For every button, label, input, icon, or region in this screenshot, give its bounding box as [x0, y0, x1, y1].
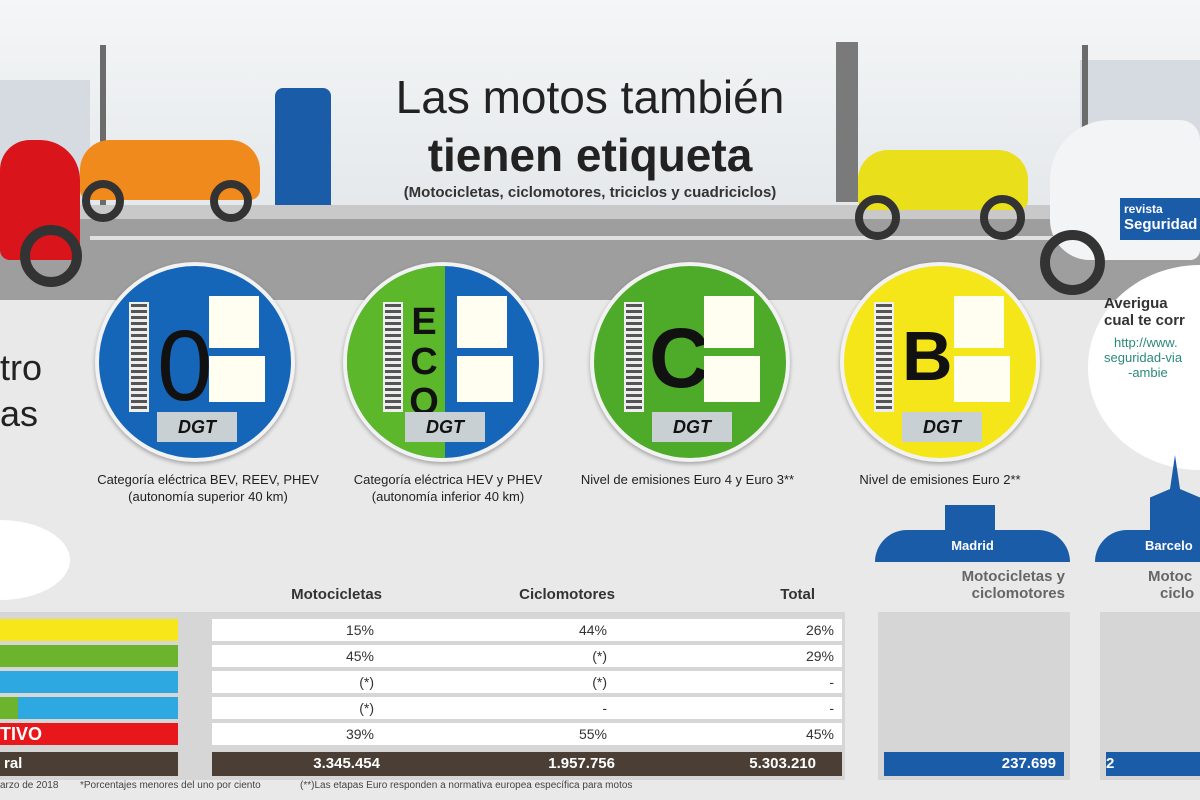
table-cell: 39%: [212, 723, 382, 745]
badge-square: [954, 296, 1004, 348]
logo-text: revista: [1124, 202, 1163, 216]
info-link[interactable]: http://www.: [1114, 335, 1178, 350]
total-row: 3.345.454 1.957.756 5.303.210: [212, 752, 842, 776]
table-cell: (*): [212, 697, 382, 719]
madrid-total: 237.699: [884, 752, 1064, 776]
left-heading-line: tro: [0, 347, 43, 388]
footer-note: (**)Las etapas Euro responden a normativ…: [300, 780, 633, 791]
table-cell: -: [615, 671, 842, 693]
wheel-icon: [210, 180, 252, 222]
column-header: Ciclomotores: [519, 586, 615, 603]
total-label: ral: [0, 752, 178, 776]
column-header: Motocicletas: [291, 586, 382, 603]
badge-square: [457, 296, 507, 348]
barcelona-total: 2: [1106, 752, 1200, 776]
table-cell: -: [382, 697, 615, 719]
row-color-label: [0, 645, 178, 667]
total-value: 5.303.210: [749, 755, 816, 772]
info-link[interactable]: seguridad-via: [1104, 350, 1183, 365]
dgt-logo: DGT: [902, 412, 982, 442]
table-cell: 26%: [615, 619, 842, 641]
white-circle-fragment: [0, 520, 70, 600]
footer-date: arzo de 2018: [0, 780, 59, 791]
wheel-icon: [20, 225, 82, 287]
logo-text: Seguridad: [1124, 216, 1198, 233]
info-bubble: Averigua cual te corr http://www. seguri…: [1088, 265, 1200, 470]
table-cell: (*): [212, 671, 382, 693]
row-color-label: [0, 619, 178, 641]
left-heading-fragment: tro as: [0, 345, 42, 437]
badge-square: [954, 356, 1010, 402]
badge-letter: B: [902, 317, 953, 395]
badge-square: [209, 356, 265, 402]
traffic-light: [836, 42, 858, 202]
table-cell: (*): [382, 645, 615, 667]
footer-note: *Porcentajes menores del uno por ciento: [80, 780, 261, 791]
badge-letter: 0: [157, 310, 213, 422]
barcelona-header: Barcelo: [1095, 530, 1200, 562]
table-cell: 15%: [212, 619, 382, 641]
table-cell: 45%: [212, 645, 382, 667]
barcode-icon: [874, 302, 894, 412]
madrid-column-header: Motocicletas y ciclomotores: [961, 568, 1065, 602]
table-cell: (*): [382, 671, 615, 693]
barcode-icon: [624, 302, 644, 412]
badge-square: [209, 296, 259, 348]
road-line: [90, 236, 1090, 240]
total-value: 3.345.454: [313, 755, 380, 772]
title-line-2: tienen etiqueta: [427, 129, 753, 181]
badge-caption: Nivel de emisiones Euro 2**: [859, 472, 1021, 487]
column-header: Total: [780, 586, 815, 603]
badge-caption: Categoría eléctrica BEV, REEV, PHEV (aut…: [97, 472, 319, 504]
wheel-icon: [980, 195, 1025, 240]
wheel-icon: [855, 195, 900, 240]
total-value: 1.957.756: [548, 755, 615, 772]
subtitle: (Motocicletas, ciclomotores, triciclos y…: [403, 184, 777, 201]
barcelona-column-header: Motoc ciclo: [1148, 568, 1200, 602]
table-cell: 29%: [615, 645, 842, 667]
badge-square: [457, 356, 513, 402]
table-cell: 45%: [615, 723, 842, 745]
charging-station-icon: [275, 88, 331, 213]
left-heading-line: as: [0, 393, 39, 434]
street-lamp: [100, 45, 106, 205]
row-color-label: TIVO: [0, 723, 178, 745]
badge-square: [704, 296, 754, 348]
barcode-icon: [383, 302, 403, 412]
table-cell: -: [615, 697, 842, 719]
info-link[interactable]: -ambie: [1128, 365, 1168, 380]
row-color-label: [0, 671, 178, 693]
badge-letter: C: [649, 311, 710, 405]
info-text: cual te corr: [1104, 312, 1185, 329]
title-line-1: Las motos también: [395, 71, 785, 123]
badge-letter: ECO: [409, 301, 439, 423]
wheel-icon: [1040, 230, 1105, 295]
revista-logo: revista Seguridad: [1120, 198, 1200, 240]
row-color-label: [0, 697, 178, 719]
dgt-logo: DGT: [405, 412, 485, 442]
barcelona-header-text: ciclo: [1160, 585, 1195, 602]
badge-b: B DGT: [840, 262, 1040, 462]
badge-caption: Nivel de emisiones Euro 4 y Euro 3**: [580, 472, 795, 487]
table-cell: 44%: [382, 619, 615, 641]
badge-caption: Categoría eléctrica HEV y PHEV (autonomí…: [353, 472, 543, 504]
madrid-header: Madrid: [875, 530, 1070, 562]
badge-eco: ECO DGT: [343, 262, 543, 462]
barcode-icon: [129, 302, 149, 412]
badge-c: C DGT: [590, 262, 790, 462]
badge-square: [704, 356, 760, 402]
table-cell: 55%: [382, 723, 615, 745]
dgt-logo: DGT: [652, 412, 732, 442]
barcelona-header-text: Motoc: [1148, 568, 1193, 585]
info-text: Averigua: [1104, 295, 1168, 312]
badge-zero: 0 DGT: [95, 262, 295, 462]
wheel-icon: [82, 180, 124, 222]
dgt-logo: DGT: [157, 412, 237, 442]
